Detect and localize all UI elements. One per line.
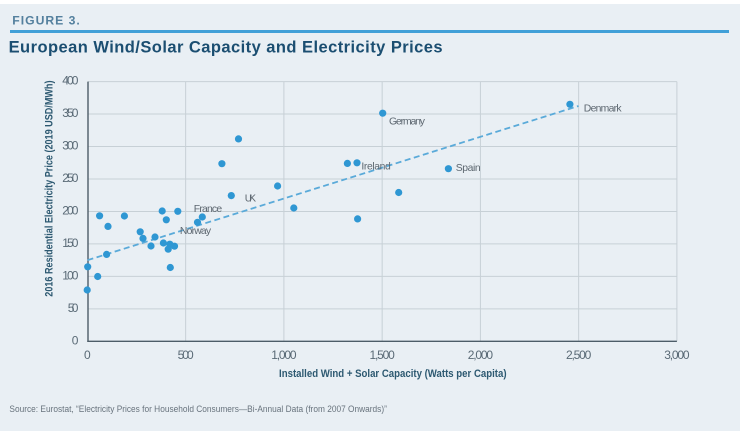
- svg-text:European Wind/Solar Capacity a: European Wind/Solar Capacity and Electri…: [9, 38, 443, 56]
- svg-text:350: 350: [62, 106, 78, 120]
- svg-text:Installed Wind + Solar Capacit: Installed Wind + Solar Capacity (Watts p…: [279, 368, 507, 380]
- svg-text:200: 200: [62, 204, 78, 218]
- svg-text:1,000: 1,000: [271, 348, 297, 362]
- svg-text:1,500: 1,500: [370, 348, 396, 362]
- svg-text:Ireland: Ireland: [361, 161, 391, 172]
- svg-text:2,500: 2,500: [566, 348, 592, 362]
- svg-text:250: 250: [62, 171, 78, 185]
- svg-text:0: 0: [72, 333, 79, 347]
- svg-text:150: 150: [62, 236, 78, 250]
- svg-text:Source: Eurostat, “Electricity: Source: Eurostat, “Electricity Prices fo…: [9, 404, 387, 414]
- svg-text:100: 100: [62, 268, 78, 282]
- svg-text:0: 0: [84, 348, 91, 362]
- svg-text:Denmark: Denmark: [584, 103, 623, 114]
- svg-text:500: 500: [178, 348, 194, 362]
- svg-text:2,000: 2,000: [468, 348, 494, 362]
- svg-text:UK: UK: [245, 194, 256, 205]
- svg-text:France: France: [194, 204, 223, 215]
- svg-text:Germany: Germany: [389, 116, 426, 127]
- svg-text:300: 300: [62, 139, 78, 153]
- svg-text:3,000: 3,000: [664, 348, 690, 362]
- svg-text:50: 50: [68, 301, 79, 315]
- svg-text:Spain: Spain: [456, 163, 481, 174]
- svg-text:2016 Residential Electricity P: 2016 Residential Electricity Price (2019…: [44, 80, 56, 297]
- svg-text:400: 400: [62, 74, 78, 88]
- svg-text:FIGURE 3.: FIGURE 3.: [12, 14, 80, 28]
- svg-text:Norway: Norway: [180, 226, 212, 237]
